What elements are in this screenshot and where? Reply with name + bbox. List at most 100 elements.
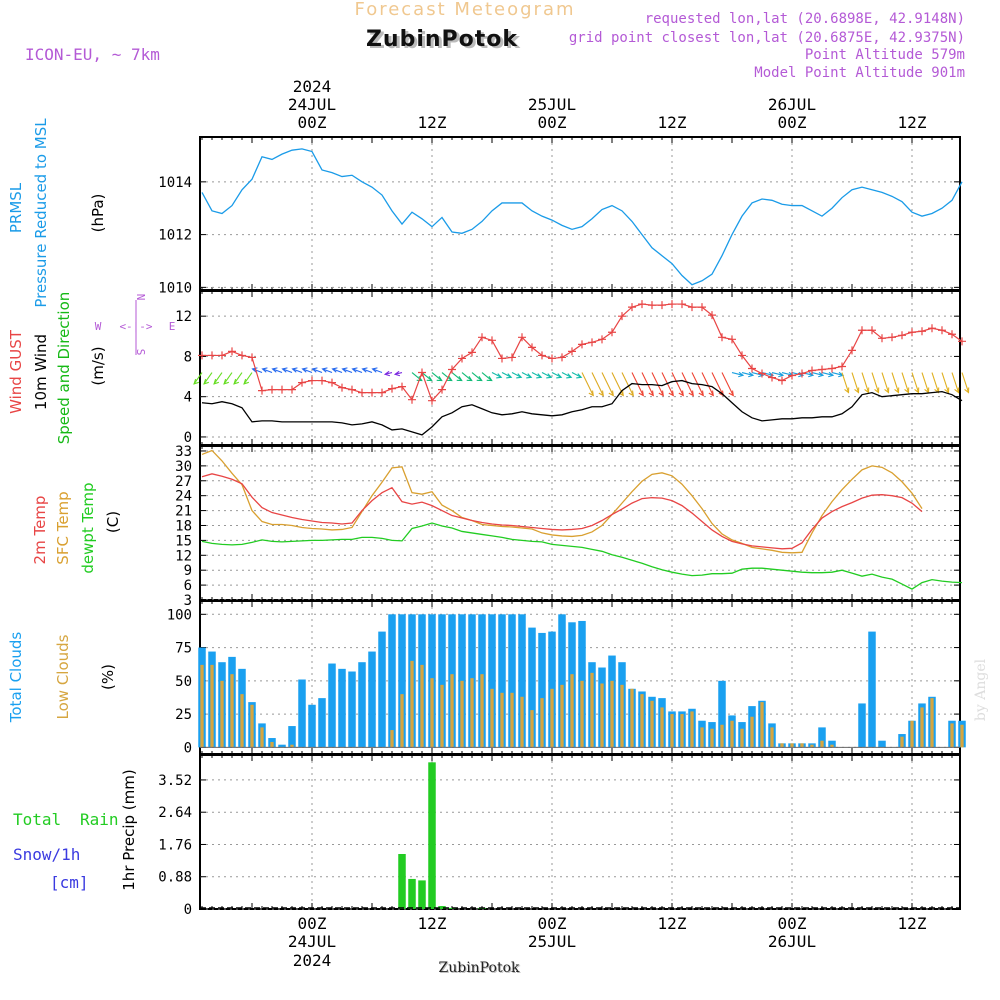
wind-direction-arrow [931,372,940,393]
clouds-ytick-label: 100 [167,607,192,623]
gust-point [848,346,856,355]
pressure-unit: (hPa) [89,194,107,233]
wind-direction-arrow [302,368,313,374]
low-cloud-bar [680,714,684,748]
gust-point [318,376,326,385]
top-hour-label: 00Z [778,113,807,132]
low-cloud-bar [220,680,224,748]
wind-direction-arrowhead [844,387,850,394]
gust-point [888,333,896,342]
gust-point [278,385,286,394]
wind-direction-arrowhead [608,390,614,397]
low-cloud-bar [600,683,604,748]
top-hour-label: 00Z [298,113,327,132]
low-cloud-bar [610,680,614,748]
wind-direction-arrow [213,372,223,385]
total-cloud-bar [368,651,376,748]
compass-s: S [134,349,147,356]
total-cloud-bar [818,727,826,748]
wind-direction-arrow [681,372,694,396]
low-cloud-bar [730,720,734,748]
low-cloud-bar [910,720,914,748]
wind-direction-arrowhead [964,387,970,394]
pressure-panel: 1010 1012 1014 [158,136,963,296]
wind-direction-arrow [851,372,860,393]
low-cloud-bar [480,674,484,748]
total-cloud-bar [498,614,506,748]
total-clouds-label: Total Clouds [7,632,25,724]
model-label: ICON-EU, ~ 7km [25,45,160,64]
gust-point [378,388,386,397]
gust-point [778,376,786,385]
dewpt-temp-line [201,522,963,590]
sfc-temp-line [201,449,923,554]
total-cloud-bar [378,631,386,748]
wind-direction-arrowhead [874,387,880,394]
rain-bar [408,878,416,909]
wind-dir-label: Speed and Direction [55,292,73,445]
total-cloud-bar [388,614,396,748]
wind-gust-label: Wind GUST [7,329,25,414]
gust-point [248,353,256,362]
pressure-ytick-label: 1012 [158,228,192,244]
temp-ytick-label: 12 [175,548,192,564]
low-cloud-bar [810,744,814,748]
wind-direction-arrowhead [678,390,684,397]
total-cloud-bar [318,698,326,748]
total-cloud-bar [458,614,466,748]
low-cloud-bar [650,700,654,748]
precip-panel: 0 0.88 1.76 2.64 3.52 [158,754,961,918]
total-cloud-bar [488,614,496,748]
temp-frame [199,445,961,601]
wind-direction-arrow [223,372,233,385]
wind-direction-arrow [362,368,373,374]
wind-ytick-label: 4 [184,390,192,406]
wind-direction-arrowhead [516,373,523,379]
wind-direction-arrow [233,372,243,385]
total-cloud-bar [518,614,526,748]
total-cloud-bar [338,668,346,748]
low-cloud-bar [490,688,494,748]
wind-direction-arrow [252,368,263,374]
wind-direction-arrowhead [361,367,368,373]
gust-point [488,336,496,345]
wind-direction-arrowhead [213,378,220,385]
wind-direction-arrowhead [658,390,664,397]
wind-direction-arrow [193,372,203,385]
pressure-line [201,148,963,286]
low-cloud-bar [450,674,454,748]
wind-unit: (m/s) [89,346,107,385]
gust-point [608,328,616,337]
gust-point [218,351,226,360]
wind-direction-arrow [352,368,363,374]
wind-direction-arrow [741,371,754,376]
wind-direction-arrowhead [281,367,288,373]
low-cloud-bar [930,698,934,748]
wind-direction-arrowhead [486,376,493,382]
gust-point [708,311,716,320]
wind-direction-arrow [581,372,594,396]
gust-point [818,365,826,374]
low-cloud-bar [530,710,534,748]
wind-direction-arrowhead [301,367,308,373]
gust-point [798,369,806,378]
gust-point [668,300,676,309]
low-cloud-bar [630,688,634,748]
wind-direction-arrowhead [456,376,463,382]
low-cloud-bar [470,678,474,748]
gust-point [478,333,486,342]
wind-direction-arrowhead [668,390,674,397]
wind-direction-arrow [621,372,634,396]
wind-direction-arrowhead [598,390,604,397]
low-cloud-bar [420,664,424,748]
precip-rain-label: Rain [80,810,119,829]
total-cloud-bar [858,703,866,748]
wind-direction-arrowhead [476,376,483,382]
gust-point [698,303,706,312]
wind-direction-arrowhead [854,387,860,394]
wind-direction-arrowhead [496,373,503,379]
gust-point [528,343,536,352]
total-cloud-bar [398,614,406,748]
wind-direction-arrowhead [576,373,583,379]
